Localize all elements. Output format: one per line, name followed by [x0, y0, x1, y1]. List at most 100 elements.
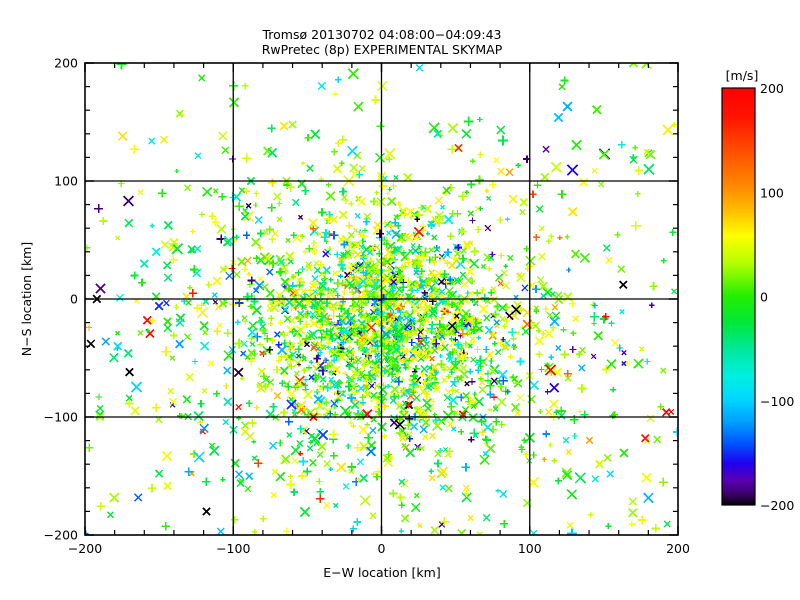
scatter-point	[213, 188, 219, 194]
scatter-point	[315, 401, 325, 411]
scatter-point	[591, 167, 598, 174]
scatter-point	[427, 220, 436, 230]
scatter-point	[243, 292, 253, 302]
scatter-point	[474, 226, 482, 233]
scatter-point	[463, 484, 470, 492]
scatter-point	[288, 354, 294, 360]
scatter-point	[317, 341, 326, 350]
scatter-point	[163, 323, 172, 333]
scatter-point	[429, 432, 436, 440]
scatter-point	[359, 399, 367, 407]
scatter-point	[461, 406, 470, 414]
scatter-point	[426, 256, 434, 264]
scatter-point	[163, 273, 173, 283]
scatter-point	[419, 370, 427, 378]
scatter-point	[366, 267, 374, 274]
scatter-point	[216, 224, 227, 235]
scatter-point	[661, 257, 667, 264]
scatter-point	[492, 405, 499, 412]
scatter-point	[282, 270, 289, 277]
scatter-point	[585, 436, 594, 445]
scatter-point	[189, 228, 196, 235]
scatter-point	[96, 501, 106, 511]
scatter-point	[130, 381, 143, 393]
scatter-point	[339, 312, 345, 318]
scatter-point	[359, 266, 365, 272]
scatter-point	[352, 411, 362, 421]
scatter-point	[96, 404, 104, 412]
scatter-point	[329, 379, 340, 390]
scatter-point	[299, 506, 311, 518]
scatter-point	[425, 354, 432, 360]
scatter-point	[519, 209, 526, 216]
scatter-point	[514, 410, 521, 417]
colorbar-ticks: 200 100 0 −100 −200	[760, 81, 794, 513]
scatter-point	[300, 234, 305, 239]
scatter-point	[469, 278, 476, 285]
scatter-point	[484, 188, 490, 194]
scatter-point	[323, 299, 331, 307]
scatter-point	[474, 205, 481, 212]
scatter-point	[449, 279, 455, 285]
scatter-point	[330, 313, 337, 319]
scatter-point	[257, 342, 263, 348]
scatter-point	[490, 377, 499, 386]
scatter-point	[288, 305, 295, 313]
scatter-point	[390, 310, 397, 317]
scatter-point	[641, 434, 650, 443]
scatter-point	[399, 386, 407, 394]
scatter-point	[497, 369, 508, 380]
scatter-point	[309, 360, 314, 365]
scatter-point	[382, 175, 388, 182]
scatter-point	[253, 190, 260, 197]
scatter-point	[606, 470, 614, 478]
scatter-point	[330, 399, 339, 408]
scatter-point	[542, 306, 549, 313]
scatter-point	[316, 384, 325, 392]
scatter-point	[325, 340, 331, 347]
scatter-point	[345, 443, 351, 449]
scatter-point	[467, 368, 474, 375]
scatter-point	[159, 135, 168, 144]
scatter-point	[347, 393, 356, 403]
scatter-point	[417, 338, 425, 347]
scatter-point	[601, 312, 610, 321]
scatter-point	[236, 478, 245, 488]
scatter-point	[359, 441, 369, 452]
scatter-point	[550, 161, 562, 173]
scatter-point	[387, 187, 393, 192]
scatter-point	[397, 268, 403, 275]
scatter-point	[577, 383, 587, 393]
scatter-point	[269, 302, 279, 313]
x-tick-label: 100	[518, 541, 542, 556]
scatter-point	[154, 301, 164, 311]
scatter-point	[525, 255, 536, 266]
scatter-point	[402, 333, 412, 342]
scatter-point	[253, 287, 260, 294]
scatter-point	[316, 361, 321, 366]
scatter-point	[349, 249, 357, 258]
scatter-point	[439, 340, 447, 348]
scatter-point	[243, 187, 250, 195]
scatter-point	[644, 358, 651, 365]
scatter-point	[286, 389, 297, 400]
scatter-point	[340, 335, 346, 341]
scatter-point	[448, 336, 455, 342]
scatter-point	[271, 229, 279, 238]
scatter-point	[291, 287, 301, 297]
scatter-point	[558, 83, 566, 91]
scatter-point	[470, 246, 480, 256]
scatter-point	[183, 184, 192, 192]
scatter-point	[305, 264, 313, 272]
scatter-point	[273, 192, 282, 201]
scatter-point	[403, 357, 409, 362]
scatter-point	[494, 348, 502, 356]
scatter-point	[230, 515, 239, 524]
scatter-point	[412, 393, 421, 402]
scatter-point	[408, 339, 416, 346]
scatter-point	[560, 326, 567, 333]
scatter-point	[340, 194, 348, 201]
scatter-point	[279, 121, 289, 131]
scatter-point	[395, 402, 403, 410]
scatter-point	[268, 259, 278, 268]
